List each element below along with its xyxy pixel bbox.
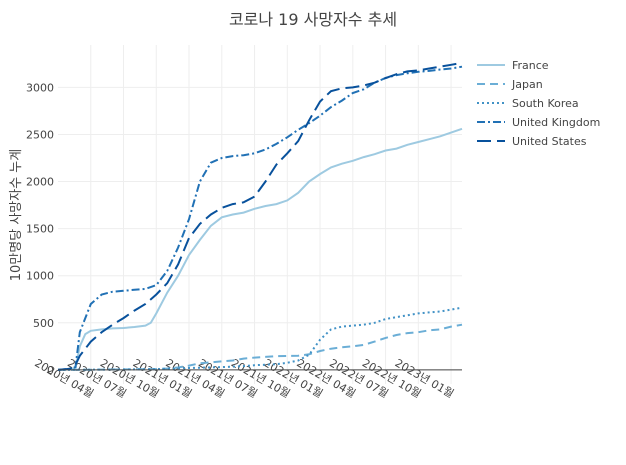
y-tick-label: 1000 xyxy=(26,270,54,283)
legend-item-france[interactable]: France xyxy=(512,59,549,72)
y-tick-label: 2500 xyxy=(26,128,54,141)
legend-item-south-korea[interactable]: South Korea xyxy=(512,97,579,110)
y-tick-label: 0 xyxy=(47,364,54,377)
y-tick-label: 2000 xyxy=(26,176,54,189)
grid xyxy=(58,45,462,384)
y-tick-label: 1500 xyxy=(26,223,54,236)
legend-item-united-kingdom[interactable]: United Kingdom xyxy=(512,116,600,129)
series-line-japan[interactable] xyxy=(57,323,463,371)
y-axis: 0 500 1000 1500 2000 2500 3000 xyxy=(26,81,54,377)
legend-item-japan[interactable]: Japan xyxy=(511,78,543,91)
y-axis-title: 10만명당 사망자수 누계 xyxy=(9,149,24,281)
series-line-france[interactable] xyxy=(57,127,463,371)
series-line-united-states[interactable] xyxy=(57,61,463,371)
series-line-united-kingdom[interactable] xyxy=(57,65,463,371)
series-lines xyxy=(57,61,463,371)
series-line-south-korea[interactable] xyxy=(57,306,463,371)
legend-item-united-states[interactable]: United States xyxy=(512,135,587,148)
y-tick-label: 500 xyxy=(33,317,54,330)
legend[interactable]: France Japan South Korea United Kingdom Unit… xyxy=(477,59,600,148)
y-tick-label: 3000 xyxy=(26,81,54,94)
chart-title: 코로나 19 사망자수 추세 xyxy=(229,10,397,29)
